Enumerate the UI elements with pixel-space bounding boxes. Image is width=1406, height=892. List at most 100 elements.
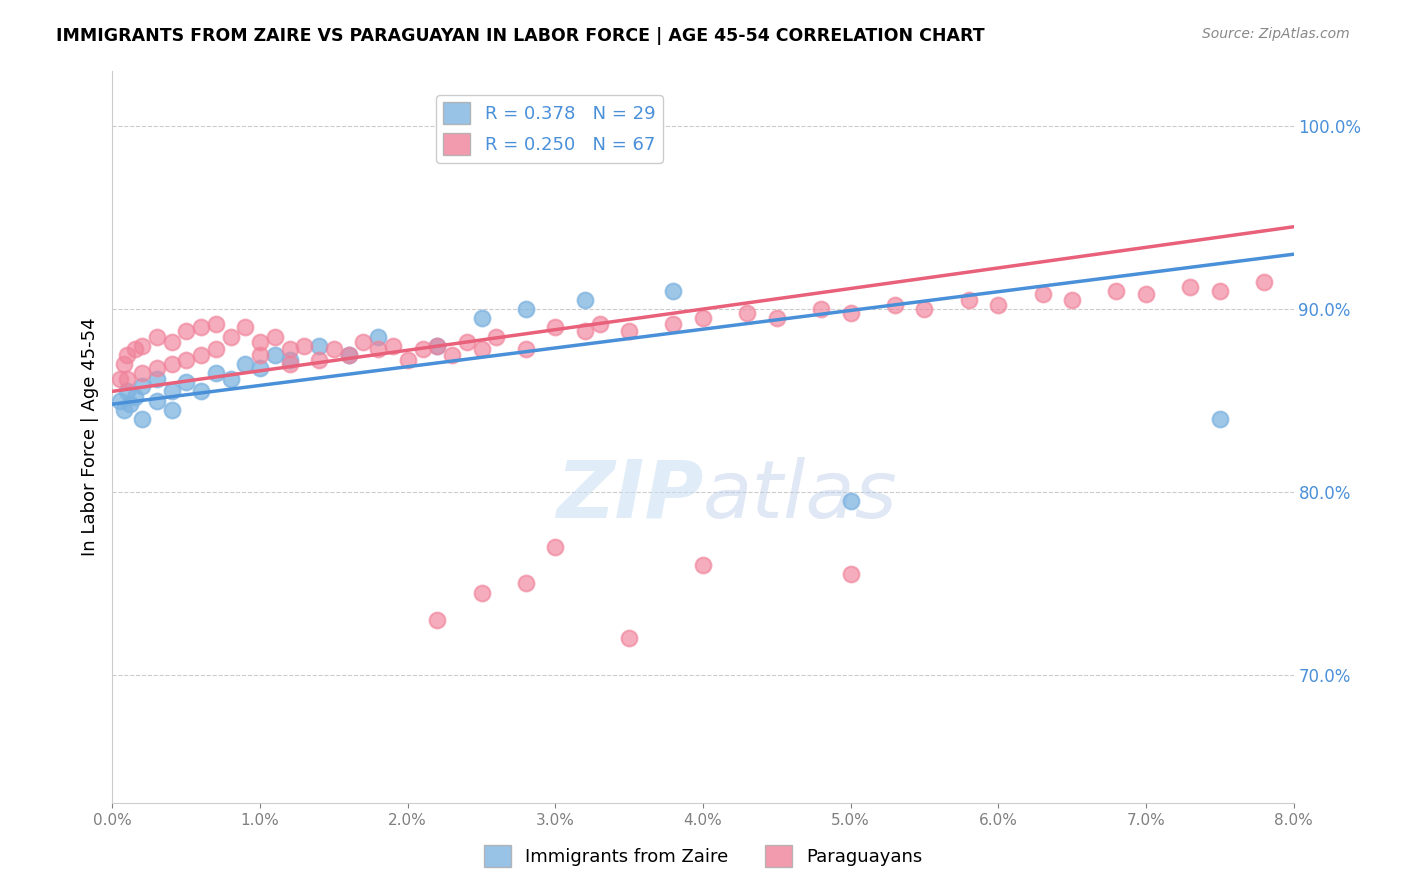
Point xyxy=(765,311,787,326)
Point xyxy=(515,301,537,316)
Legend: Immigrants from Zaire, Paraguayans: Immigrants from Zaire, Paraguayans xyxy=(477,838,929,874)
Point xyxy=(146,371,169,385)
Point xyxy=(337,348,360,362)
Point xyxy=(485,329,508,343)
Point xyxy=(1032,287,1054,301)
Point xyxy=(471,343,494,357)
Point xyxy=(426,338,449,352)
Point xyxy=(426,613,449,627)
Point xyxy=(382,338,405,352)
Point xyxy=(544,540,567,554)
Point xyxy=(515,343,537,357)
Point xyxy=(692,311,714,326)
Point xyxy=(308,353,330,368)
Point xyxy=(914,301,936,316)
Point xyxy=(292,338,315,352)
Point xyxy=(662,284,685,298)
Point xyxy=(278,353,301,368)
Text: ZIP: ZIP xyxy=(555,457,703,534)
Point xyxy=(160,384,183,399)
Point xyxy=(839,494,862,508)
Legend: R = 0.378   N = 29, R = 0.250   N = 67: R = 0.378 N = 29, R = 0.250 N = 67 xyxy=(436,95,662,162)
Point xyxy=(249,360,271,375)
Point xyxy=(588,317,610,331)
Point xyxy=(131,366,153,380)
Point xyxy=(412,343,434,357)
Point xyxy=(264,329,287,343)
Point xyxy=(233,320,256,334)
Point xyxy=(249,348,271,362)
Point xyxy=(471,585,494,599)
Point xyxy=(810,301,832,316)
Point xyxy=(264,348,287,362)
Point xyxy=(117,348,138,362)
Point xyxy=(160,357,183,371)
Point xyxy=(662,317,685,331)
Point xyxy=(367,343,389,357)
Point xyxy=(574,324,596,338)
Point xyxy=(174,324,197,338)
Point xyxy=(124,390,146,404)
Point xyxy=(219,329,242,343)
Point xyxy=(190,320,212,334)
Point xyxy=(205,343,228,357)
Point xyxy=(619,631,641,645)
Point xyxy=(1208,284,1232,298)
Point xyxy=(987,298,1010,312)
Point xyxy=(352,334,374,349)
Point xyxy=(692,558,714,573)
Point xyxy=(1105,284,1128,298)
Point xyxy=(544,320,567,334)
Point xyxy=(146,360,169,375)
Point xyxy=(737,306,759,320)
Point xyxy=(108,371,131,385)
Point xyxy=(190,348,212,362)
Point xyxy=(839,567,862,582)
Point xyxy=(1208,411,1232,425)
Point xyxy=(112,402,135,417)
Text: atlas: atlas xyxy=(703,457,898,534)
Text: Source: ZipAtlas.com: Source: ZipAtlas.com xyxy=(1202,27,1350,41)
Point xyxy=(619,324,641,338)
Point xyxy=(112,357,135,371)
Point xyxy=(839,306,862,320)
Text: IMMIGRANTS FROM ZAIRE VS PARAGUAYAN IN LABOR FORCE | AGE 45-54 CORRELATION CHART: IMMIGRANTS FROM ZAIRE VS PARAGUAYAN IN L… xyxy=(56,27,984,45)
Point xyxy=(1062,293,1084,307)
Point xyxy=(323,343,346,357)
Point xyxy=(471,311,494,326)
Y-axis label: In Labor Force | Age 45-54: In Labor Force | Age 45-54 xyxy=(80,318,98,557)
Point xyxy=(174,353,197,368)
Point xyxy=(278,357,301,371)
Point xyxy=(131,338,153,352)
Point xyxy=(308,338,330,352)
Point xyxy=(160,402,183,417)
Point xyxy=(146,329,169,343)
Point xyxy=(574,293,596,307)
Point xyxy=(1178,280,1201,294)
Point xyxy=(117,371,138,385)
Point xyxy=(441,348,464,362)
Point xyxy=(120,397,142,411)
Point xyxy=(515,576,537,591)
Point xyxy=(131,379,153,393)
Point xyxy=(124,343,146,357)
Point xyxy=(117,384,138,399)
Point xyxy=(1253,275,1275,289)
Point xyxy=(205,317,228,331)
Point xyxy=(337,348,360,362)
Point xyxy=(396,353,419,368)
Point xyxy=(131,411,153,425)
Point xyxy=(160,334,183,349)
Point xyxy=(884,298,907,312)
Point xyxy=(249,334,271,349)
Point xyxy=(367,329,389,343)
Point xyxy=(233,357,256,371)
Point xyxy=(1135,287,1157,301)
Point xyxy=(278,343,301,357)
Point xyxy=(957,293,980,307)
Point xyxy=(108,393,131,408)
Point xyxy=(174,375,197,389)
Point xyxy=(190,384,212,399)
Point xyxy=(205,366,228,380)
Point xyxy=(146,393,169,408)
